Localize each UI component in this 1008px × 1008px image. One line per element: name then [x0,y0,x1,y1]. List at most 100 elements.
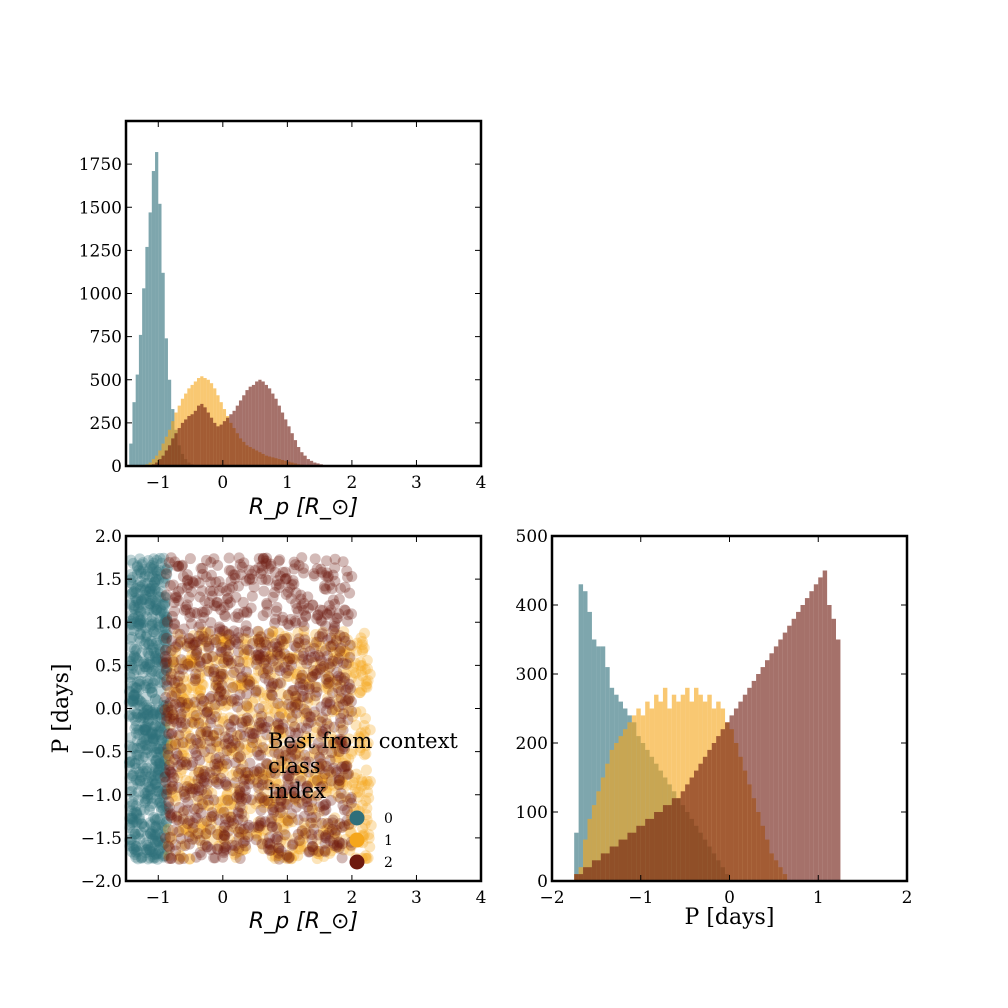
scatter-point-class-0 [157,633,169,645]
scatter-point-class-0 [131,561,143,573]
scatter-point-class-0 [161,662,173,674]
scatter-point-class-2 [179,791,191,803]
scatter-point-class-2 [236,671,248,683]
scatter-point-class-2 [321,718,333,730]
scatter-point-class-0 [152,769,164,781]
scatter-point-class-0 [129,828,141,840]
scatter-point-class-0 [138,723,150,735]
p-histogram-bar-class-2 [733,708,739,881]
scatter-point-class-0 [124,651,136,663]
scatter-point-class-0 [149,652,161,664]
scatter-point-class-2 [161,616,173,628]
scatter-point-class-2 [160,832,172,844]
scatter-point-class-2 [212,559,224,571]
scatter-point-class-0 [130,851,142,863]
scatter-point-class-2 [326,583,338,595]
scatter-point-class-0 [162,732,174,744]
rp-histogram-bar-class-2 [261,381,265,466]
scatter-point-class-0 [130,800,142,812]
legend-title-line: index [268,779,326,803]
scatter-point-class-0 [125,577,137,589]
scatter-point-class-2 [257,667,269,679]
scatter-point-class-0 [155,721,167,733]
scatter-point-class-0 [161,712,173,724]
rp-histogram-bar-class-2 [187,415,191,466]
scatter-point-class-0 [143,604,155,616]
scatter-point-class-0 [156,659,168,671]
scatter-point-class-0 [154,607,166,619]
scatter-point-class-0 [139,589,151,601]
rp-histogram-bar-class-1 [161,443,165,466]
scatter-point-class-0 [147,829,159,841]
scatter-point-class-0 [160,816,172,828]
scatter-point-class-0 [131,653,143,665]
scatter-point-class-0 [162,705,174,717]
scatter-point-class-0 [154,552,166,564]
scatter-point-class-0 [134,663,146,675]
scatter-point-class-2 [248,581,260,593]
scatter-point-class-0 [127,814,139,826]
scatter-point-class-0 [159,748,171,760]
rp-histogram-bar-class-2 [216,426,220,466]
scatter-point-class-0 [151,836,163,848]
rp-histogram-bar-class-0 [145,246,149,466]
scatter-point-class-2 [288,556,300,568]
scatter-point-class-0 [159,572,171,584]
scatter-point-class-0 [151,654,163,666]
scatter-point-class-2 [302,591,314,603]
scatter-point-class-2 [221,758,233,770]
legend-label: 0 [384,811,393,827]
scatter-point-class-0 [144,852,156,864]
scatter-point-class-0 [140,847,152,859]
scatter-point-class-2 [194,591,206,603]
scatter-point-class-0 [127,660,139,672]
scatter-point-class-2 [267,655,279,667]
scatter-point-class-0 [125,750,137,762]
scatter-point-class-0 [149,675,161,687]
scatter-point-class-2 [169,592,181,604]
scatter-point-class-0 [158,630,170,642]
rp-histogram-bar-class-2 [203,407,207,466]
rp-histogram-bar-class-2 [226,417,230,466]
scatter-point-class-2 [245,602,257,614]
scatter-point-class-0 [154,795,166,807]
scatter-point-class-0 [159,598,171,610]
scatter-point-class-0 [146,682,158,694]
scatter-point-class-0 [158,747,170,759]
p-histogram-bar-class-2 [707,749,712,881]
rp-histogram-bar-class-2 [177,428,181,466]
scatter-point-class-0 [144,701,156,713]
p-histogram-bar-class-2 [618,839,623,881]
scatter-ytick-label: 1.0 [95,613,122,633]
scatter-point-class-0 [143,804,155,816]
scatter-point-class-0 [142,841,154,853]
scatter-point-class-0 [132,724,144,736]
rp-histogram-bar-class-2 [193,410,197,466]
scatter-point-class-0 [127,653,139,665]
p-histogram-ytick-label: 500 [516,527,548,547]
p-histogram-bar-class-2 [662,805,668,881]
rp-histogram-bar-class-2 [287,426,291,466]
scatter-point-class-0 [153,757,165,769]
scatter-point-class-0 [149,765,161,777]
scatter-point-class-0 [154,602,166,614]
scatter-point-class-0 [158,676,170,688]
scatter-point-class-0 [128,843,140,855]
scatter-point-class-0 [151,728,163,740]
scatter-point-class-0 [145,682,157,694]
scatter-point-class-0 [160,622,172,634]
scatter-point-class-0 [130,762,142,774]
p-histogram-bar-class-2 [671,798,677,881]
scatter-xtick-label: 2 [346,888,357,908]
scatter-point-class-0 [149,761,161,773]
rp-histogram-bar-class-1 [155,455,159,466]
scatter-point-class-0 [149,813,161,825]
scatter-point-class-0 [135,567,147,579]
scatter-point-class-2 [289,640,301,652]
rp-histogram-bar-class-0 [148,212,152,466]
p-histogram-bar-class-2 [591,860,597,881]
scatter-point-class-0 [126,631,138,643]
scatter-point-class-0 [144,620,156,632]
scatter-point-class-0 [146,727,158,739]
